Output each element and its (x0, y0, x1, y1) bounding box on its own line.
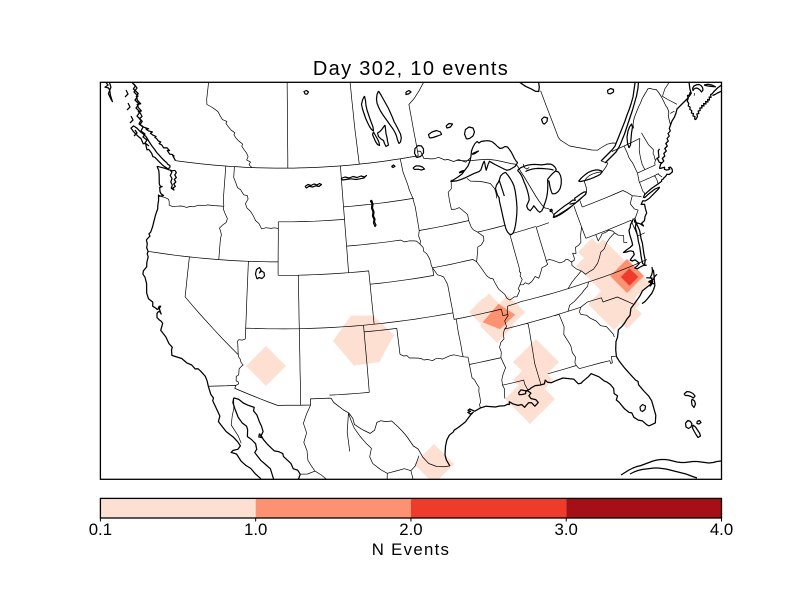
svg-text:2.0: 2.0 (399, 520, 422, 539)
svg-text:1.0: 1.0 (244, 520, 267, 539)
svg-text:Day 302, 10 events: Day 302, 10 events (313, 58, 509, 80)
svg-text:N Events: N Events (372, 540, 450, 559)
svg-text:3.0: 3.0 (555, 520, 578, 539)
svg-text:4.0: 4.0 (710, 520, 733, 539)
svg-text:0.1: 0.1 (89, 520, 112, 539)
